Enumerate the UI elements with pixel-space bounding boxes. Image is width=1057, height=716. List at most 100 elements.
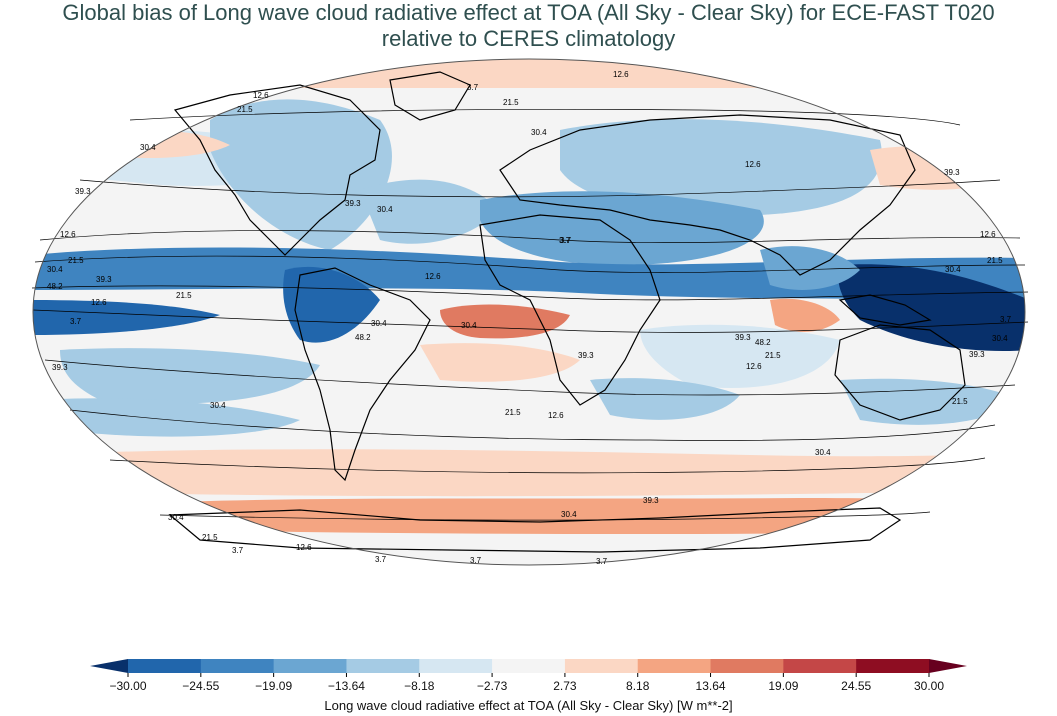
contour-line xyxy=(69,409,996,441)
coastline-eurasia xyxy=(499,114,916,276)
contour-label: 30.4 xyxy=(945,265,961,274)
contour-label: 12.6 xyxy=(91,298,107,307)
bias-region-west-pacific xyxy=(760,246,860,290)
contour-line xyxy=(34,255,1026,273)
colorbar-segment xyxy=(564,659,639,673)
contour-label: 39.3 xyxy=(52,363,68,372)
bias-region-amazon-pos xyxy=(440,304,570,339)
contour-label: 21.5 xyxy=(202,533,218,542)
contour-label: 39.3 xyxy=(735,333,751,342)
bias-region-australia-orange xyxy=(770,298,840,332)
bias-region-south-pacific xyxy=(60,348,320,404)
colorbar-tick-label: −24.55 xyxy=(182,679,219,693)
contour-line xyxy=(79,179,1001,198)
colorbar-segment xyxy=(856,659,930,673)
contour-labels: 12.6 3.7 21.5 12.6 21.5 30.4 39.3 30.4 1… xyxy=(47,70,1012,566)
contour-line xyxy=(109,457,986,474)
contour-label: 3.7 xyxy=(375,555,387,564)
contour-label: 39.3 xyxy=(643,496,659,505)
contour-label: 30.4 xyxy=(140,143,156,152)
contour-label: 21.5 xyxy=(505,408,521,417)
colorbar-tick-label: −19.09 xyxy=(255,679,292,693)
coastline-africa xyxy=(479,214,661,406)
contour-label: 30.4 xyxy=(531,128,547,137)
contour-label: 12.6 xyxy=(425,272,441,281)
contour-line xyxy=(31,285,1029,301)
contour-label: 48.2 xyxy=(47,282,63,291)
colorbar-tick-label: 13.64 xyxy=(696,679,726,693)
contour-label: 30.4 xyxy=(815,448,831,457)
chart-title-line2: relative to CERES climatology xyxy=(381,26,676,51)
colorbar-tick-label: −8.18 xyxy=(404,679,435,693)
bias-region-indian-ocean xyxy=(640,324,840,388)
contour-label: 21.5 xyxy=(176,291,192,300)
contour-label: 39.3 xyxy=(345,199,361,208)
contour-label: 30.4 xyxy=(377,205,393,214)
colorbar-segment xyxy=(783,659,857,673)
contour-line xyxy=(159,511,931,521)
bias-region-maritime-continent xyxy=(838,264,1025,351)
bias-region-south-ocean-blue xyxy=(40,398,300,437)
contour-label: 3.7 xyxy=(1000,315,1012,324)
contour-label: 21.5 xyxy=(765,351,781,360)
contour-label: 12.6 xyxy=(746,362,762,371)
contour-label: 39.3 xyxy=(969,350,985,359)
colorbar: −30.00 −24.55 −19.09 −13.64 −8.18 −2.73 2.73 8.… xyxy=(90,659,967,693)
contour-label: 3.7 xyxy=(596,557,608,566)
contour-label: 12.6 xyxy=(613,70,629,79)
colorbar-tick-label: −13.64 xyxy=(328,679,365,693)
contour-line xyxy=(39,230,1021,243)
coastline-antarctica xyxy=(168,507,902,553)
contour-label: 12.6 xyxy=(980,230,996,239)
contour-label: 21.5 xyxy=(987,256,1003,265)
coastline-indonesia xyxy=(838,294,932,326)
bias-region-sahara xyxy=(480,191,764,265)
contour-label: 12.6 xyxy=(745,160,761,169)
contour-label: 48.2 xyxy=(755,338,771,347)
colorbar-tick-label: −2.73 xyxy=(477,679,508,693)
bias-region-south-indian-blue xyxy=(590,378,740,420)
contour-label: 3.7 xyxy=(470,556,482,565)
colorbar-segment xyxy=(419,659,493,673)
colorbar-segment xyxy=(710,659,784,673)
colorbar-segment xyxy=(637,659,712,673)
contour-label: 48.2 xyxy=(355,333,371,342)
colorbar-segment xyxy=(346,659,420,673)
contour-label: 30.4 xyxy=(371,319,387,328)
contour-label: 3.7 xyxy=(70,317,82,326)
colorbar-segment xyxy=(200,659,275,673)
colorbar-tick-label: 8.18 xyxy=(626,679,650,693)
bias-region-south-pacific-east xyxy=(840,378,1020,425)
contour-label: 12.6 xyxy=(60,230,76,239)
bias-region-south-atlantic xyxy=(420,343,580,382)
colorbar-segment xyxy=(273,659,347,673)
colorbar-tick-label: 24.55 xyxy=(841,679,871,693)
contour-line xyxy=(32,309,1029,333)
contour-line xyxy=(44,359,1016,396)
contour-label: 39.3 xyxy=(944,168,960,177)
contour-label: 12.6 xyxy=(548,411,564,420)
contour-label: 21.5 xyxy=(952,397,968,406)
bias-region-north-atlantic xyxy=(360,179,500,244)
colorbar-segment xyxy=(492,659,566,673)
contour-lines xyxy=(31,108,1029,521)
colorbar-tick-label: 30.00 xyxy=(914,679,944,693)
bias-region-eurasia xyxy=(560,119,882,216)
contour-line xyxy=(129,108,961,126)
colorbar-extend-max xyxy=(929,659,967,673)
bias-band-itcz-core xyxy=(33,300,220,335)
contour-label: 3.7 xyxy=(232,546,244,555)
colorbar-tick-label: 19.09 xyxy=(768,679,798,693)
colorbar-label: Long wave cloud radiative effect at TOA … xyxy=(324,698,733,713)
contour-label: 3.7 xyxy=(560,236,572,245)
coastline-north-america xyxy=(173,84,381,256)
contour-label: 21.5 xyxy=(68,256,84,265)
contour-label: 30.4 xyxy=(561,510,577,519)
coastline-south-america xyxy=(294,267,431,482)
map-border xyxy=(32,58,1026,566)
contour-label: 30.4 xyxy=(168,513,184,522)
contour-label: 39.3 xyxy=(578,351,594,360)
colorbar-segment xyxy=(128,659,202,673)
contour-label: 3.7 xyxy=(559,236,571,245)
